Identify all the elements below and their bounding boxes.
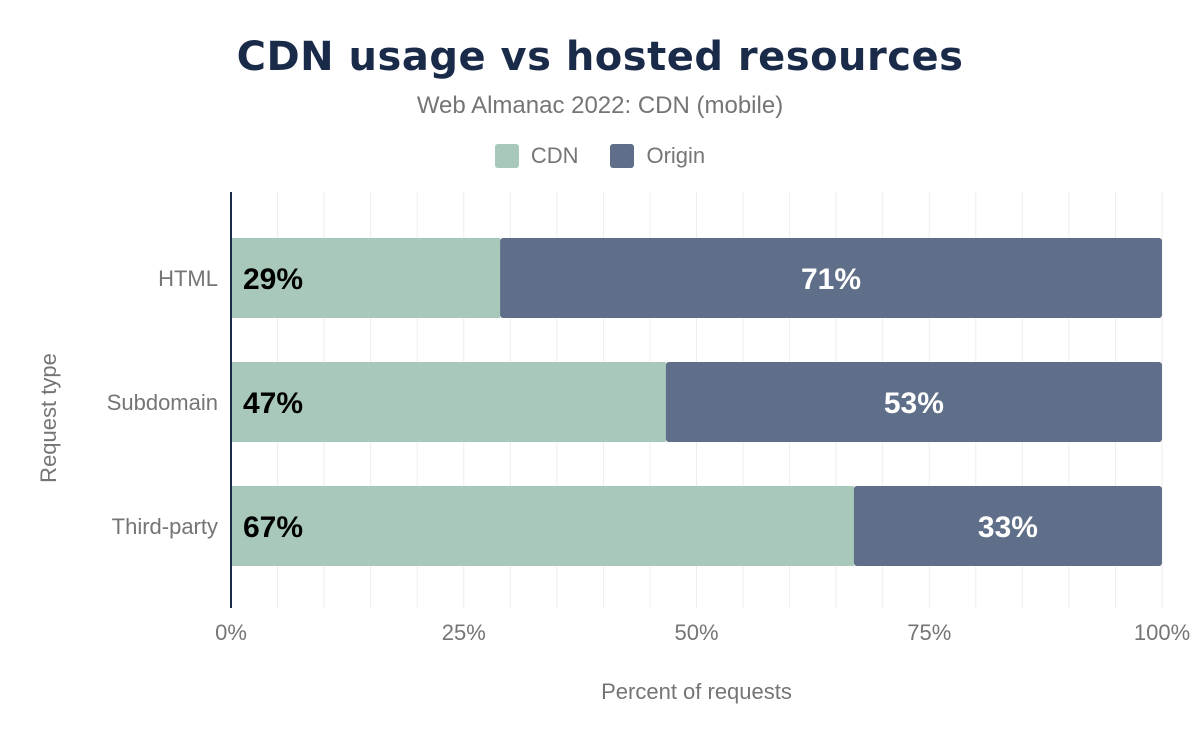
- x-axis-label: Percent of requests: [601, 679, 792, 704]
- y-tick-label: HTML: [158, 266, 218, 291]
- legend-swatch-origin: [610, 144, 635, 168]
- data-label: 47%: [243, 387, 303, 420]
- x-tick-label: 50%: [674, 620, 718, 645]
- legend-item-cdn[interactable]: CDN: [494, 143, 579, 169]
- y-axis-label: Request type: [36, 353, 61, 483]
- y-tick-label: Third-party: [112, 514, 218, 539]
- legend-swatch-cdn: [494, 144, 519, 168]
- chart-subtitle: Web Almanac 2022: CDN (mobile): [416, 92, 784, 119]
- data-label: 53%: [884, 387, 944, 420]
- bar-cdn: [231, 362, 666, 442]
- legend-label-cdn: CDN: [530, 143, 579, 168]
- x-tick-label: 100%: [1134, 620, 1190, 645]
- bar-cdn: [231, 486, 854, 566]
- data-label: 29%: [243, 263, 303, 296]
- data-label: 33%: [978, 511, 1038, 544]
- data-label: 71%: [801, 263, 861, 296]
- bar-origin: [665, 362, 1162, 442]
- x-tick-label: 25%: [442, 620, 486, 645]
- legend-item-origin[interactable]: Origin: [610, 143, 705, 169]
- chart-title: CDN usage vs hosted resources: [236, 34, 964, 80]
- bar-origin: [500, 238, 1163, 318]
- y-tick-label: Subdomain: [107, 390, 218, 415]
- data-label: 67%: [243, 511, 303, 544]
- legend-label-origin: Origin: [646, 143, 706, 168]
- legend: CDN Origin: [0, 143, 1200, 169]
- x-tick-label: 75%: [907, 620, 951, 645]
- x-tick-label: 0%: [215, 620, 247, 645]
- bar-cdn: [231, 238, 501, 318]
- bar-origin: [853, 486, 1162, 566]
